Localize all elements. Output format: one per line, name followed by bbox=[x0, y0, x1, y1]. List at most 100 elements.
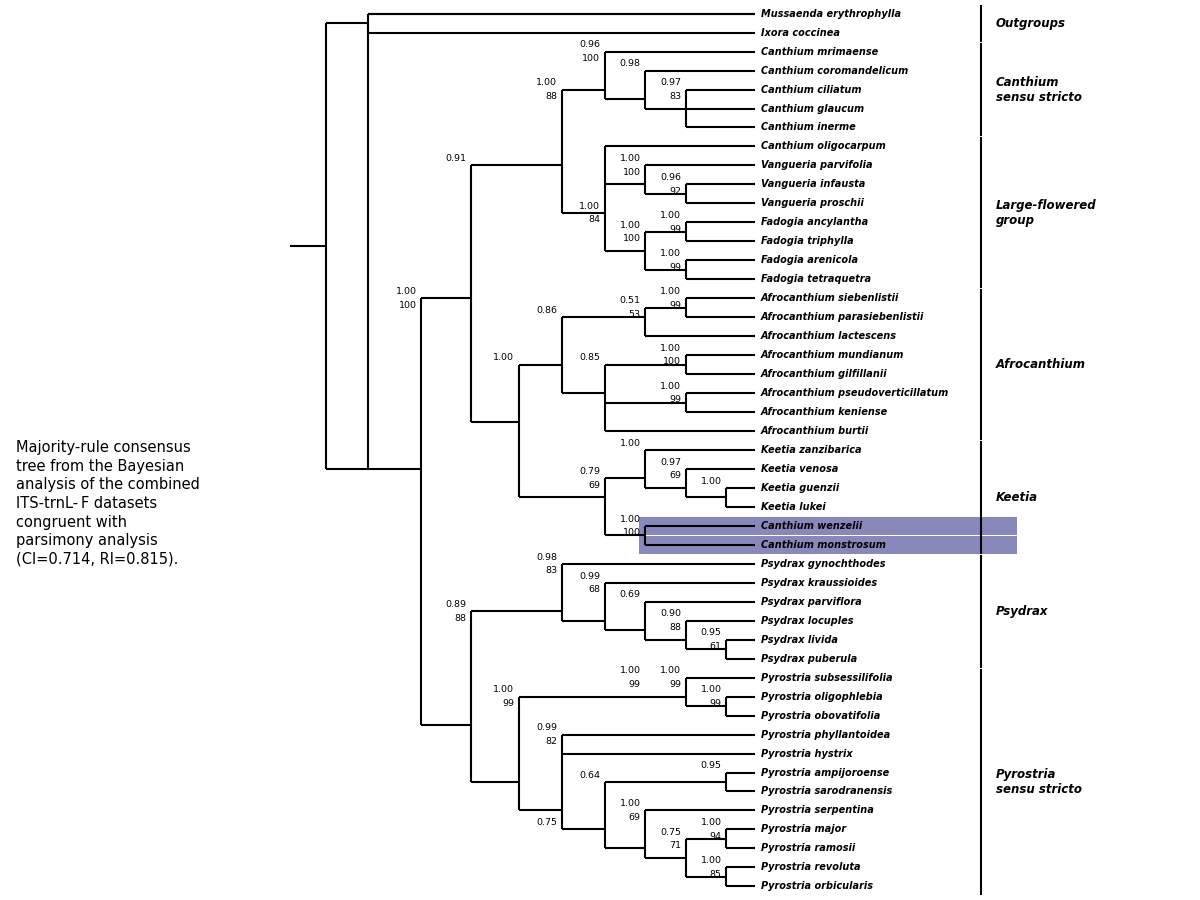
Text: Pyrostria sarodranensis: Pyrostria sarodranensis bbox=[761, 787, 892, 796]
Text: 0.96: 0.96 bbox=[660, 173, 682, 182]
Text: 1.00: 1.00 bbox=[619, 799, 641, 808]
Text: 1.00: 1.00 bbox=[619, 666, 641, 675]
Text: 0.85: 0.85 bbox=[578, 354, 600, 363]
Text: Ixora coccinea: Ixora coccinea bbox=[761, 28, 840, 38]
Text: Canthium coromandelicum: Canthium coromandelicum bbox=[761, 66, 908, 76]
Text: 100: 100 bbox=[582, 54, 600, 63]
Text: Pyrostria revoluta: Pyrostria revoluta bbox=[761, 862, 860, 872]
Text: Large-flowered
group: Large-flowered group bbox=[996, 199, 1097, 227]
Text: Vangueria infausta: Vangueria infausta bbox=[761, 179, 865, 189]
Text: 71: 71 bbox=[670, 842, 682, 850]
Bar bbox=[640, 536, 1018, 554]
Text: 99: 99 bbox=[670, 680, 682, 688]
Text: Canthium ciliatum: Canthium ciliatum bbox=[761, 85, 862, 94]
Text: 0.95: 0.95 bbox=[701, 761, 721, 770]
Text: Pyrostria
sensu stricto: Pyrostria sensu stricto bbox=[996, 768, 1081, 796]
Text: 69: 69 bbox=[629, 813, 641, 822]
Text: 82: 82 bbox=[545, 737, 557, 746]
Text: 94: 94 bbox=[709, 832, 721, 841]
Text: 1.00: 1.00 bbox=[701, 686, 721, 695]
Text: 99: 99 bbox=[670, 225, 682, 234]
Text: 1.00: 1.00 bbox=[536, 78, 557, 87]
Text: 0.95: 0.95 bbox=[701, 628, 721, 637]
Text: Pyrostria oligophlebia: Pyrostria oligophlebia bbox=[761, 691, 883, 702]
Text: Canthium
sensu stricto: Canthium sensu stricto bbox=[996, 76, 1081, 104]
Text: 88: 88 bbox=[455, 614, 467, 623]
Text: Canthium monstrosum: Canthium monstrosum bbox=[761, 540, 886, 550]
Text: 1.00: 1.00 bbox=[619, 438, 641, 447]
Text: 1.00: 1.00 bbox=[701, 856, 721, 865]
Text: Pyrostria obovatifolia: Pyrostria obovatifolia bbox=[761, 711, 881, 721]
Text: Keetia zanzibarica: Keetia zanzibarica bbox=[761, 445, 862, 455]
Text: 100: 100 bbox=[398, 301, 416, 310]
Text: 92: 92 bbox=[670, 186, 682, 195]
Text: Vangueria parvifolia: Vangueria parvifolia bbox=[761, 160, 872, 170]
Text: 99: 99 bbox=[670, 301, 682, 310]
Text: Afrocanthium mundianum: Afrocanthium mundianum bbox=[761, 350, 905, 360]
Text: 83: 83 bbox=[668, 92, 682, 101]
Text: 0.69: 0.69 bbox=[619, 590, 641, 599]
Text: 0.91: 0.91 bbox=[445, 154, 467, 163]
Text: Fadogia triphylla: Fadogia triphylla bbox=[761, 237, 853, 247]
Text: Fadogia tetraquetra: Fadogia tetraquetra bbox=[761, 274, 871, 284]
Text: 61: 61 bbox=[709, 642, 721, 651]
Text: 1.00: 1.00 bbox=[660, 666, 682, 675]
Text: Afrocanthium pseudoverticillatum: Afrocanthium pseudoverticillatum bbox=[761, 388, 949, 398]
Text: 68: 68 bbox=[588, 585, 600, 594]
Text: 0.97: 0.97 bbox=[660, 458, 682, 467]
Text: 1.00: 1.00 bbox=[701, 477, 721, 486]
Text: 1.00: 1.00 bbox=[701, 818, 721, 827]
Text: Pyrostria phyllantoidea: Pyrostria phyllantoidea bbox=[761, 730, 890, 740]
Text: Psydrax parviflora: Psydrax parviflora bbox=[761, 597, 862, 607]
Text: 1.00: 1.00 bbox=[660, 249, 682, 258]
Text: Canthium wenzelii: Canthium wenzelii bbox=[761, 521, 862, 531]
Text: 100: 100 bbox=[623, 528, 641, 537]
Text: Afrocanthium siebenlistii: Afrocanthium siebenlistii bbox=[761, 293, 899, 303]
Text: 99: 99 bbox=[670, 263, 682, 272]
Text: Afrocanthium gilfillanii: Afrocanthium gilfillanii bbox=[761, 369, 888, 379]
Text: 0.79: 0.79 bbox=[578, 467, 600, 476]
Text: 0.64: 0.64 bbox=[578, 770, 600, 779]
Text: 1.00: 1.00 bbox=[619, 220, 641, 230]
Text: 99: 99 bbox=[709, 699, 721, 708]
Text: 84: 84 bbox=[588, 215, 600, 224]
Text: Canthium glaucum: Canthium glaucum bbox=[761, 104, 864, 113]
Text: 1.00: 1.00 bbox=[660, 344, 682, 353]
Text: 0.51: 0.51 bbox=[619, 296, 641, 305]
Text: 0.75: 0.75 bbox=[660, 828, 682, 837]
Text: 85: 85 bbox=[709, 869, 721, 878]
Text: Canthium oligocarpum: Canthium oligocarpum bbox=[761, 141, 886, 151]
Text: 0.96: 0.96 bbox=[578, 40, 600, 50]
Text: 0.90: 0.90 bbox=[660, 609, 682, 618]
Text: 83: 83 bbox=[545, 566, 557, 575]
Text: Psydrax puberula: Psydrax puberula bbox=[761, 653, 857, 663]
Text: Canthium mrimaense: Canthium mrimaense bbox=[761, 47, 878, 57]
Text: 0.99: 0.99 bbox=[536, 724, 557, 733]
Text: Afrocanthium lactescens: Afrocanthium lactescens bbox=[761, 331, 896, 341]
Text: Mussaenda erythrophylla: Mussaenda erythrophylla bbox=[761, 9, 901, 19]
Text: Pyrostria subsessilifolia: Pyrostria subsessilifolia bbox=[761, 672, 893, 683]
Text: Keetia venosa: Keetia venosa bbox=[761, 464, 839, 474]
Text: Pyrostria ampijoroense: Pyrostria ampijoroense bbox=[761, 768, 889, 778]
Text: Fadogia arenicola: Fadogia arenicola bbox=[761, 256, 858, 266]
Text: 88: 88 bbox=[670, 623, 682, 632]
Text: 69: 69 bbox=[670, 472, 682, 481]
Text: 0.98: 0.98 bbox=[619, 59, 641, 68]
Text: Afrocanthium: Afrocanthium bbox=[996, 358, 1086, 371]
Text: Afrocanthium keniense: Afrocanthium keniense bbox=[761, 407, 888, 417]
Text: 1.00: 1.00 bbox=[619, 154, 641, 163]
Text: Pyrostria ramosii: Pyrostria ramosii bbox=[761, 843, 856, 853]
Text: 53: 53 bbox=[629, 310, 641, 319]
Text: 1.00: 1.00 bbox=[578, 202, 600, 211]
Text: 1.00: 1.00 bbox=[493, 354, 514, 363]
Text: Pyrostria orbicularis: Pyrostria orbicularis bbox=[761, 881, 872, 891]
Text: 1.00: 1.00 bbox=[660, 212, 682, 220]
Text: 100: 100 bbox=[664, 357, 682, 366]
Text: 1.00: 1.00 bbox=[660, 382, 682, 391]
Text: 0.97: 0.97 bbox=[660, 78, 682, 87]
Text: Psydrax gynochthodes: Psydrax gynochthodes bbox=[761, 559, 886, 569]
Text: Pyrostria serpentina: Pyrostria serpentina bbox=[761, 806, 874, 815]
Text: 0.89: 0.89 bbox=[445, 600, 467, 609]
Text: 0.99: 0.99 bbox=[578, 572, 600, 580]
Text: 88: 88 bbox=[545, 92, 557, 101]
